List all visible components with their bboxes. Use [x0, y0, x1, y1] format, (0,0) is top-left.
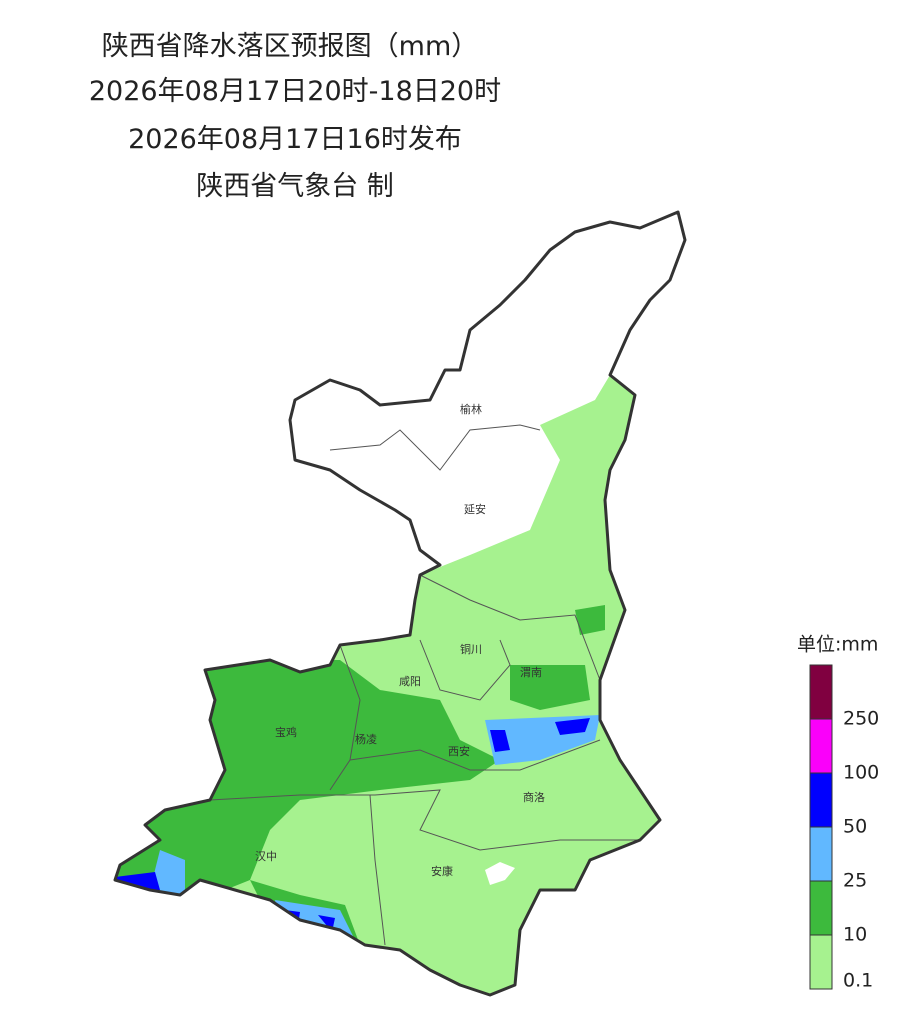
area-heavy: [150, 850, 355, 940]
area-none: [260, 212, 685, 600]
city-label: 渭南: [520, 666, 542, 679]
legend-label: 250: [843, 708, 879, 730]
legend-swatch: [809, 664, 833, 720]
city-label: 安康: [431, 864, 453, 878]
province-border: [113, 210, 687, 997]
city-label: 咸阳: [399, 675, 421, 688]
precip-areas: [115, 212, 685, 995]
area-none: [485, 862, 515, 885]
district-lines: [209, 424, 640, 946]
city-label: 汉中: [255, 850, 277, 863]
legend-swatch: [809, 718, 833, 774]
city-label: 杨凌: [355, 732, 377, 746]
legend-label: 25: [843, 870, 867, 892]
legend-label: 10: [843, 924, 867, 946]
legend-label: 50: [843, 816, 867, 838]
legend: 单位:mm 0.1 10 25 50 100 250: [797, 634, 879, 992]
legend-label: 0.1: [843, 970, 873, 992]
city-label: 延安: [464, 502, 486, 516]
area-light: [115, 212, 685, 995]
area-mid: [510, 665, 590, 710]
city-label: 铜川: [460, 642, 482, 656]
legend-swatch: [809, 880, 833, 936]
city-label: 宝鸡: [275, 725, 297, 739]
legend-title: 单位:mm: [797, 634, 878, 656]
legend-label: 100: [843, 762, 879, 784]
title: 陕西省降水落区预报图（mm）: [102, 31, 479, 62]
issuer: 陕西省气象台 制: [196, 171, 394, 202]
city-label: 榆林: [460, 402, 482, 416]
legend-swatch: [809, 826, 833, 882]
area-mid: [575, 605, 605, 635]
city-label: 商洛: [523, 790, 545, 804]
period: 2026年08月17日20时-18日20时: [89, 76, 501, 107]
area-storm: [490, 718, 590, 752]
legend-swatch: [809, 934, 833, 990]
issued: 2026年08月17日16时发布: [128, 124, 462, 155]
city-label: 西安: [448, 744, 470, 758]
area-storm: [115, 872, 335, 932]
legend-swatch: [809, 772, 833, 828]
